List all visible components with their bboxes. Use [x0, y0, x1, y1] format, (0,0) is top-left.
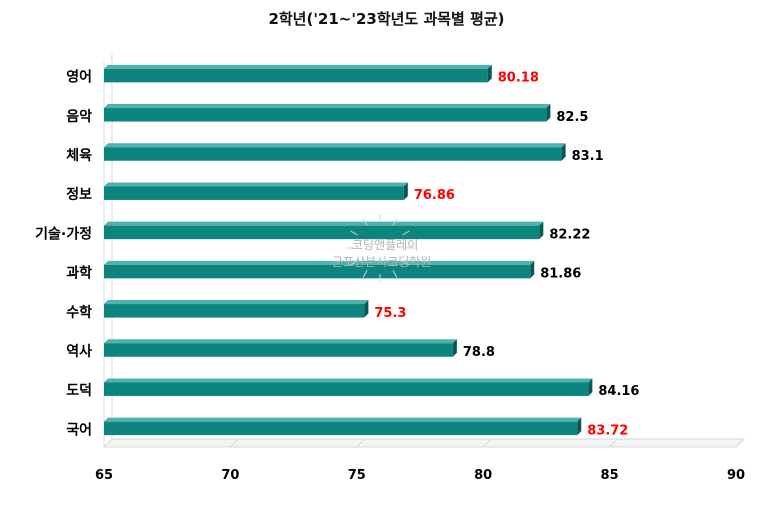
- bar: [104, 225, 540, 240]
- bar-top-face: [104, 300, 369, 305]
- plot-floor: [102, 438, 746, 448]
- x-tick-label: 70: [221, 468, 239, 483]
- x-tick-mark: [735, 438, 745, 448]
- value-label: 76.86: [414, 188, 455, 203]
- category-label: 음악: [66, 108, 92, 125]
- value-label: 78.8: [463, 345, 495, 360]
- bar-side-face: [403, 182, 408, 200]
- x-tick-mark: [356, 438, 366, 448]
- bar: [104, 421, 578, 436]
- chart-title: 2학년('21~'23학년도 과목별 평균): [268, 10, 505, 28]
- value-label: 83.72: [587, 423, 628, 438]
- watermark-ray: [350, 260, 358, 266]
- bar-side-face: [546, 104, 551, 122]
- category-label: 과학: [66, 266, 92, 282]
- value-label: 82.22: [549, 227, 590, 242]
- value-label: 80.18: [498, 71, 539, 86]
- category-label: 영어: [66, 69, 92, 86]
- bar: [104, 304, 365, 318]
- bar-top-face: [104, 182, 408, 187]
- bar-top-face: [104, 378, 593, 383]
- bar: [104, 343, 453, 357]
- category-label: 도덕: [66, 382, 92, 399]
- category-label: 체육: [66, 148, 92, 164]
- bar: [104, 147, 562, 161]
- bar-side-face: [452, 339, 457, 357]
- x-tick-label: 80: [474, 468, 492, 483]
- watermark-ray: [392, 218, 398, 226]
- value-label: 83.1: [572, 149, 604, 164]
- category-label: 수학: [66, 305, 92, 321]
- value-label: 81.86: [540, 267, 581, 282]
- bar: [104, 108, 547, 122]
- bar-top-face: [104, 104, 551, 109]
- watermark-ray: [350, 230, 358, 236]
- bar-top-face: [104, 260, 535, 265]
- bar-top-face: [104, 221, 544, 226]
- x-tick-mark: [609, 438, 618, 448]
- bar-side-face: [588, 378, 593, 396]
- bar-side-face: [487, 64, 492, 83]
- watermark-line-2: 군포산본시코딩학원: [332, 255, 432, 269]
- category-label: 국어: [66, 421, 92, 438]
- bar-side-face: [577, 417, 582, 436]
- x-tick-mark: [103, 438, 113, 448]
- bar-top-face: [104, 339, 457, 344]
- x-tick-label: 65: [95, 468, 113, 483]
- category-label: 역사: [66, 343, 92, 360]
- x-tick-label: 75: [348, 468, 366, 483]
- category-label: 정보: [66, 186, 92, 203]
- bar-top-face: [104, 143, 566, 148]
- watermark-ray: [362, 270, 368, 278]
- value-label: 82.5: [556, 110, 588, 125]
- x-tick-mark: [482, 438, 492, 448]
- bar-side-face: [364, 300, 369, 318]
- watermark-ray: [402, 260, 410, 266]
- watermark-line-1: 코딩앤플레이: [352, 238, 419, 252]
- bar-side-face: [530, 260, 535, 279]
- watermark-ray: [402, 230, 410, 236]
- bar: [104, 264, 531, 279]
- watermark-ray: [392, 270, 398, 278]
- value-label: 84.16: [598, 384, 639, 399]
- bar: [104, 186, 404, 200]
- bar-top-face: [104, 64, 492, 69]
- bar: [104, 68, 488, 83]
- bar-top-face: [104, 417, 582, 422]
- x-tick-mark: [230, 438, 239, 448]
- category-label: 기술·가정: [35, 225, 92, 242]
- value-label: 75.3: [374, 306, 406, 321]
- bar-side-face: [561, 143, 566, 161]
- x-tick-label: 85: [601, 468, 619, 483]
- watermark-ray: [362, 218, 368, 226]
- bar: [104, 382, 589, 396]
- x-tick-label: 90: [727, 468, 745, 483]
- bar-side-face: [539, 221, 544, 240]
